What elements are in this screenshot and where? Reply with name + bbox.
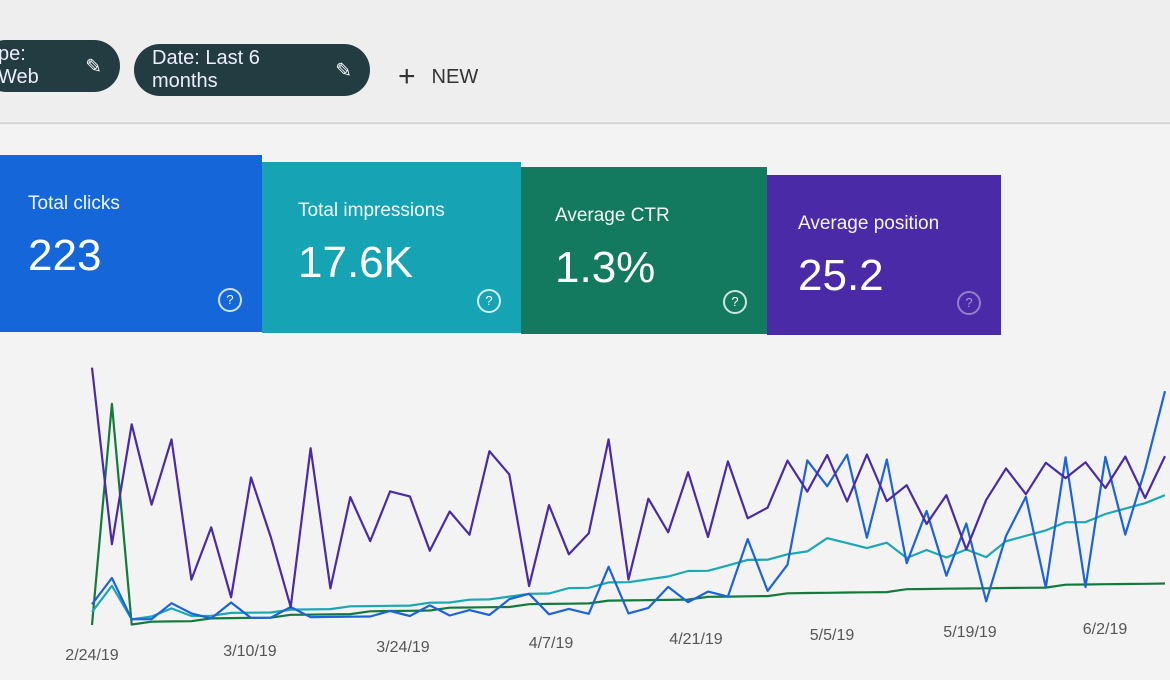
performance-chart: 2/24/19 3/10/19 3/24/19 4/7/19 4/21/19 5/5/19… <box>65 367 1167 664</box>
x-tick-label: 3/24/19 <box>376 639 429 656</box>
card-average-ctr[interactable]: Average CTR 1.3% ? <box>521 167 767 334</box>
pencil-icon[interactable]: ✎ <box>85 55 102 78</box>
new-filter-button[interactable]: + NEW <box>398 60 478 94</box>
help-icon[interactable]: ? <box>723 290 747 314</box>
series-line-total-impressions <box>91 494 1166 621</box>
help-icon[interactable]: ? <box>218 288 242 312</box>
filter-chip-label: Date: Last 6 months <box>152 47 260 92</box>
card-value: 17.6K <box>298 238 413 287</box>
plus-icon: + <box>398 60 416 93</box>
card-total-clicks[interactable]: Total clicks 223 ? <box>0 155 262 332</box>
card-label: Average position <box>798 213 940 234</box>
card-label: Average CTR <box>555 205 670 226</box>
card-average-position[interactable]: Average position 25.2 ? <box>767 175 1001 335</box>
x-tick-label: 2/24/19 <box>65 647 118 664</box>
filter-chip-date[interactable]: Date: Last 6 months ✎ <box>134 44 370 96</box>
card-value: 223 <box>28 231 102 280</box>
series-line-average-ctr <box>90 402 1166 626</box>
x-tick-label: 4/21/19 <box>669 631 722 648</box>
card-value: 1.3% <box>555 243 656 292</box>
help-icon[interactable]: ? <box>477 289 501 313</box>
x-tick-label: 3/10/19 <box>223 643 276 660</box>
card-total-impressions[interactable]: Total impressions 17.6K ? <box>262 162 521 333</box>
series-line-total-clicks <box>91 390 1167 621</box>
pencil-icon[interactable]: ✎ <box>335 59 352 82</box>
filter-bar: pe: Web ✎ Date: Last 6 months ✎ + NEW <box>0 0 1170 125</box>
x-tick-label: 5/5/19 <box>810 627 855 644</box>
x-tick-label: 6/2/19 <box>1083 621 1128 638</box>
series-line-average-position <box>90 367 1166 609</box>
x-tick-label: 4/7/19 <box>529 635 574 652</box>
card-value: 25.2 <box>798 251 884 300</box>
card-label: Total impressions <box>298 200 445 221</box>
help-icon[interactable]: ? <box>957 291 981 315</box>
x-tick-label: 5/19/19 <box>943 624 996 641</box>
divider <box>0 122 1170 124</box>
card-label: Total clicks <box>28 193 120 214</box>
filter-chip-search-type[interactable]: pe: Web ✎ <box>0 40 120 92</box>
new-filter-label: NEW <box>431 65 479 88</box>
filter-chip-label: pe: Web <box>0 43 39 88</box>
